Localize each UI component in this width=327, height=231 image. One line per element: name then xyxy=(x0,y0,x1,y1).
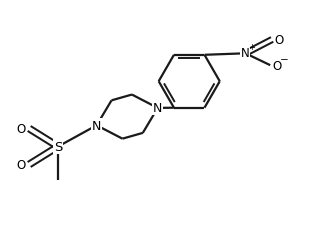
Text: +: + xyxy=(248,43,255,52)
Text: O: O xyxy=(273,59,282,72)
Text: N: N xyxy=(240,47,249,60)
Text: N: N xyxy=(153,102,163,115)
Text: N: N xyxy=(92,119,101,132)
Text: S: S xyxy=(54,140,62,153)
Text: O: O xyxy=(275,34,284,47)
Text: O: O xyxy=(17,158,26,171)
Text: O: O xyxy=(17,122,26,135)
Text: −: − xyxy=(280,55,289,65)
